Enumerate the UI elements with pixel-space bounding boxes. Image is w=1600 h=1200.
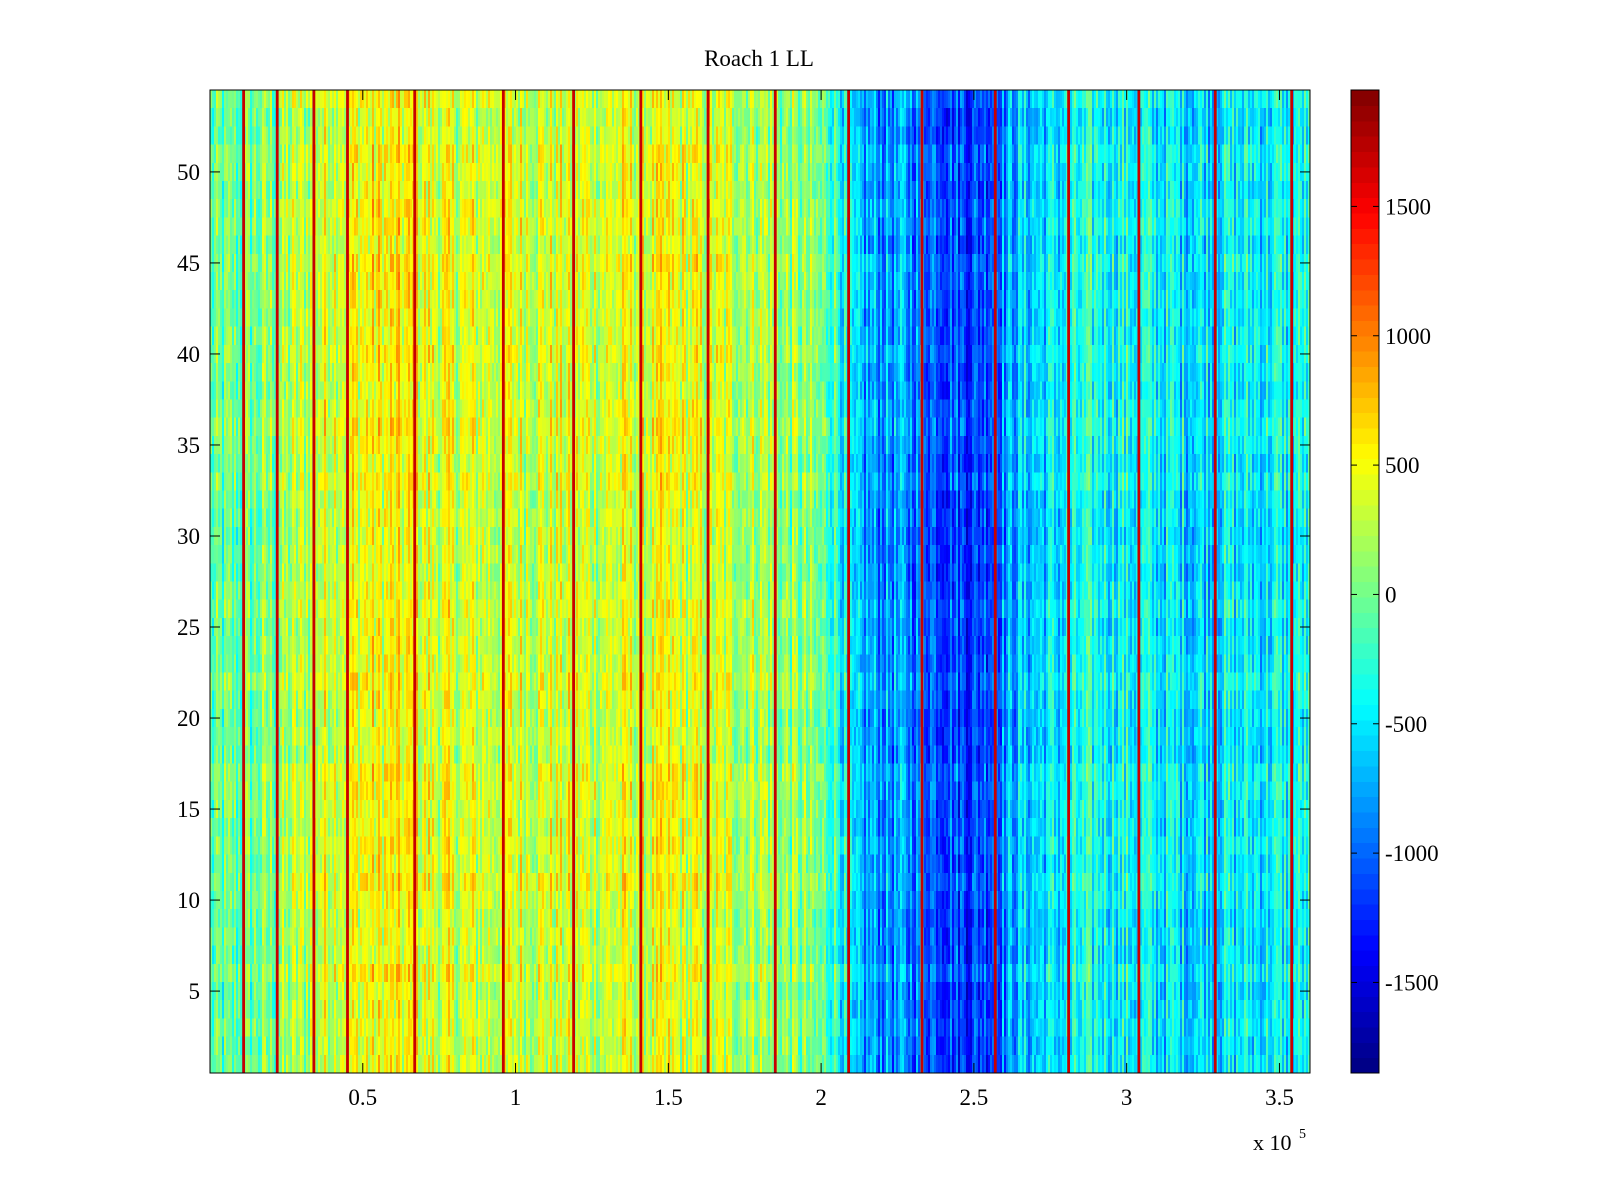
heatmap-figure: Roach 1 LL 0.5 1 1.5 2 2.5 3 3.551015202530354… (0, 0, 1600, 1200)
chart-title: Roach 1 LL (704, 46, 814, 71)
heatmap-cells (210, 90, 1311, 1074)
